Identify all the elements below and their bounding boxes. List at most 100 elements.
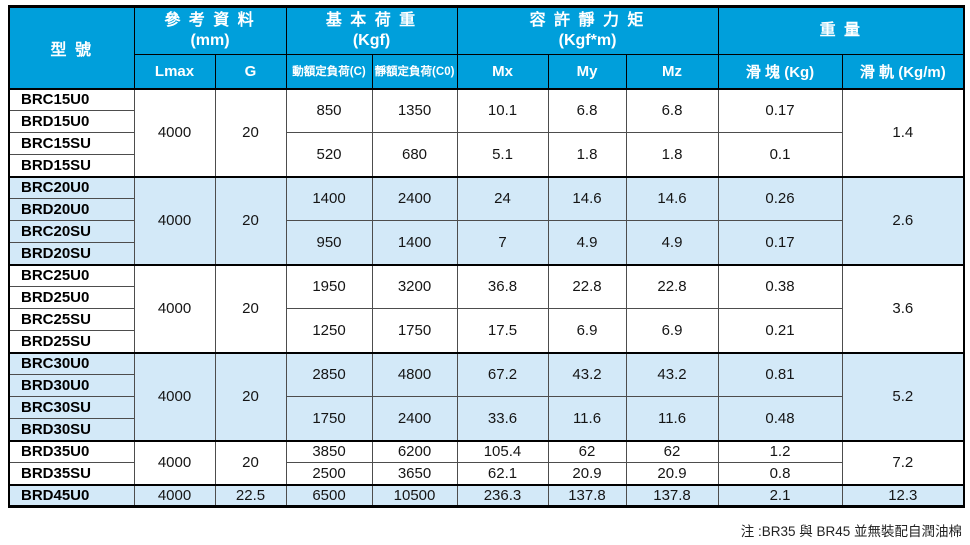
table-header: 型 號 參 考 資 料 (mm) 基 本 荷 重 (Kgf) 容 許 靜 力 矩… xyxy=(8,6,965,90)
slider-weight-cell: 2.1 xyxy=(717,483,843,507)
static-load-cell: 4800 xyxy=(371,351,458,397)
static-load-cell: 1350 xyxy=(371,87,458,133)
dynamic-load-cell: 6500 xyxy=(285,483,373,507)
my-cell: 62 xyxy=(547,439,627,463)
slider-weight-cell: 0.8 xyxy=(717,462,843,485)
table-row: BRC30SU 1750 2400 33.6 11.6 11.6 0.48 xyxy=(8,396,964,441)
slider-weight-cell: 0.26 xyxy=(717,175,843,221)
model-cell: BRD15U0 xyxy=(8,110,135,133)
dynamic-load-cell: 2850 xyxy=(285,351,373,397)
model-cell: BRD35SU xyxy=(8,462,135,485)
reference-group-label: 參 考 資 料 xyxy=(164,12,256,29)
my-cell: 1.8 xyxy=(547,132,627,177)
model-cell: BRC15U0 xyxy=(8,87,135,111)
static-load-column-header: 靜額定負荷(C0) xyxy=(371,54,458,90)
mz-cell: 43.2 xyxy=(625,351,719,397)
slider-weight-column-header: 滑 塊 (Kg) xyxy=(717,54,843,90)
table-row: BRC25SU 1250 1750 17.5 6.9 6.9 0.21 xyxy=(8,308,964,353)
table-row: BRD15SU xyxy=(8,154,964,177)
static-load-cell: 1750 xyxy=(371,308,458,353)
my-cell: 4.9 xyxy=(547,220,627,265)
rail-weight-cell: 1.4 xyxy=(841,87,965,177)
my-column-header: My xyxy=(547,54,627,90)
g-cell: 20 xyxy=(214,263,287,353)
table-row: BRC20SU 950 1400 7 4.9 4.9 0.17 xyxy=(8,220,964,265)
table-row: BRC15U0 4000 20 850 1350 10.1 6.8 6.8 0.17 1.4 xyxy=(8,87,965,177)
static-load-cell: 6200 xyxy=(371,439,458,463)
table-row: BRD20U0 xyxy=(8,198,964,221)
mx-cell: 236.3 xyxy=(456,483,549,507)
slider-weight-cell: 1.2 xyxy=(717,439,843,463)
static-load-cell: 2400 xyxy=(371,175,458,221)
table-row: BRC30U0 4000 20 2850 4800 67.2 43.2 43.2 0.81 5.2 xyxy=(8,351,965,441)
slider-weight-cell: 0.81 xyxy=(717,351,843,397)
mx-cell: 5.1 xyxy=(456,132,549,177)
slider-weight-cell: 0.48 xyxy=(717,396,843,441)
mx-column-header: Mx xyxy=(456,54,549,90)
mz-cell: 20.9 xyxy=(625,462,719,485)
lmax-cell: 4000 xyxy=(133,439,216,485)
mz-cell: 11.6 xyxy=(625,396,719,441)
static-load-cell: 3650 xyxy=(371,462,458,485)
rail-weight-cell: 5.2 xyxy=(841,351,965,441)
mz-cell: 6.9 xyxy=(625,308,719,353)
model-cell: BRC20U0 xyxy=(8,175,135,199)
my-cell: 6.8 xyxy=(547,87,627,133)
model-cell: BRD30SU xyxy=(8,418,135,441)
footnote: 注 :BR35 與 BR45 並無裝配自潤油棉 xyxy=(740,524,962,539)
model-cell: BRD20U0 xyxy=(8,198,135,221)
mx-cell: 62.1 xyxy=(456,462,549,485)
model-cell: BRD20SU xyxy=(8,242,135,265)
reference-group-header: 參 考 資 料 (mm) xyxy=(133,6,287,55)
model-cell: BRD35U0 xyxy=(8,439,135,463)
basic-load-group-label: 基 本 荷 重 xyxy=(325,12,418,29)
table-row: BRD25SU xyxy=(8,330,964,353)
static-load-cell: 1400 xyxy=(371,220,458,265)
table-row: BRD30SU xyxy=(8,418,964,441)
model-cell: BRC30SU xyxy=(8,396,135,419)
mx-cell: 105.4 xyxy=(456,439,549,463)
model-cell: BRC20SU xyxy=(8,220,135,243)
spec-table: 型 號 參 考 資 料 (mm) 基 本 荷 重 (Kgf) 容 許 靜 力 矩… xyxy=(8,5,966,508)
slider-weight-cell: 0.1 xyxy=(717,132,843,177)
mx-cell: 10.1 xyxy=(456,87,549,133)
header-sub-row: Lmax G 動額定負荷(C) 靜額定負荷(C0) Mx My Mz 滑 塊 (… xyxy=(9,54,965,90)
header-group-row: 型 號 參 考 資 料 (mm) 基 本 荷 重 (Kgf) 容 許 靜 力 矩… xyxy=(8,6,965,90)
mx-cell: 67.2 xyxy=(456,351,549,397)
my-cell: 137.8 xyxy=(547,483,627,507)
static-moment-group-header: 容 許 靜 力 矩 (Kgf*m) xyxy=(456,6,719,55)
table-row: BRD35U0 4000 20 3850 6200 105.4 62 62 1.2 7.2 xyxy=(8,439,965,485)
model-cell: BRC25SU xyxy=(8,308,135,331)
dynamic-load-cell: 1950 xyxy=(285,263,373,309)
model-cell: BRD25U0 xyxy=(8,286,135,309)
dynamic-load-column-header: 動額定負荷(C) xyxy=(285,54,373,90)
basic-load-group-unit: (Kgf) xyxy=(352,32,391,49)
table-row: BRD30U0 xyxy=(8,374,964,397)
mx-cell: 17.5 xyxy=(456,308,549,353)
static-moment-group-unit: (Kgf*m) xyxy=(558,32,617,49)
mz-cell: 4.9 xyxy=(625,220,719,265)
dynamic-load-cell: 1250 xyxy=(285,308,373,353)
static-load-cell: 10500 xyxy=(371,483,458,507)
slider-weight-cell: 0.21 xyxy=(717,308,843,353)
table-body: BRC15U0 4000 20 850 1350 10.1 6.8 6.8 0.17 1.4 BRD… xyxy=(8,87,965,507)
my-cell: 20.9 xyxy=(547,462,627,485)
mx-cell: 33.6 xyxy=(456,396,549,441)
mz-cell: 62 xyxy=(625,439,719,463)
basic-load-group-header: 基 本 荷 重 (Kgf) xyxy=(285,6,458,55)
slider-weight-cell: 0.17 xyxy=(717,87,843,133)
rail-weight-cell: 2.6 xyxy=(841,175,965,265)
lmax-cell: 4000 xyxy=(133,483,216,507)
mz-cell: 1.8 xyxy=(625,132,719,177)
rail-weight-column-header: 滑 軌 (Kg/m) xyxy=(841,54,965,90)
my-cell: 22.8 xyxy=(547,263,627,309)
rail-weight-cell: 7.2 xyxy=(841,439,965,485)
lmax-column-header: Lmax xyxy=(133,54,216,90)
slider-weight-cell: 0.38 xyxy=(717,263,843,309)
my-cell: 11.6 xyxy=(547,396,627,441)
g-column-header: G xyxy=(214,54,287,90)
lmax-cell: 4000 xyxy=(133,175,216,265)
model-column-header: 型 號 xyxy=(8,6,135,90)
table-row: BRD45U0 4000 22.5 6500 10500 236.3 137.8 137.8 2… xyxy=(8,483,965,507)
rail-weight-cell: 3.6 xyxy=(841,263,965,353)
